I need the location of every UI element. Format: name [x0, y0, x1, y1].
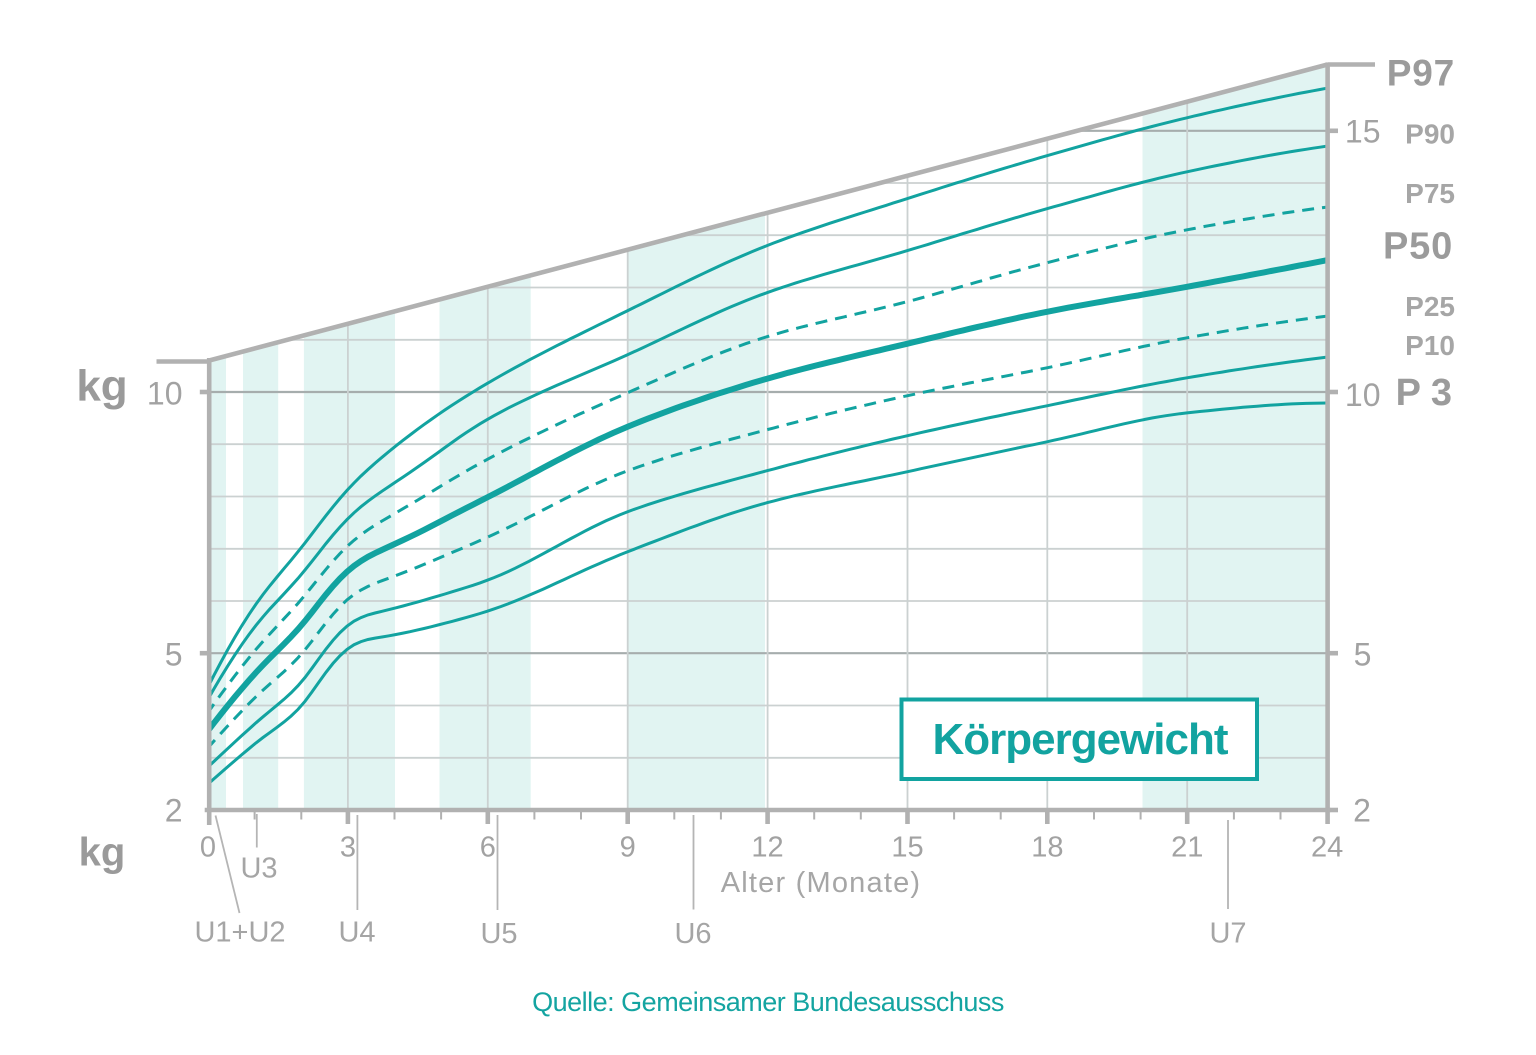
svg-text:P25: P25 — [1405, 291, 1455, 322]
svg-text:9: 9 — [620, 832, 636, 864]
svg-text:2: 2 — [165, 793, 183, 829]
svg-text:12: 12 — [751, 832, 783, 864]
svg-text:P75: P75 — [1405, 178, 1455, 209]
svg-text:24: 24 — [1311, 832, 1343, 864]
svg-text:2: 2 — [1353, 793, 1371, 829]
svg-text:Alter (Monate): Alter (Monate) — [721, 867, 922, 899]
svg-text:Körpergewicht: Körpergewicht — [932, 715, 1228, 764]
svg-text:15: 15 — [1345, 114, 1381, 150]
svg-text:10: 10 — [1345, 377, 1381, 413]
svg-text:P 3: P 3 — [1396, 372, 1452, 414]
svg-text:P10: P10 — [1405, 330, 1455, 361]
svg-text:U6: U6 — [674, 918, 711, 950]
svg-text:U4: U4 — [338, 917, 375, 949]
svg-text:10: 10 — [147, 376, 183, 412]
svg-text:U5: U5 — [480, 918, 517, 950]
svg-text:5: 5 — [1354, 637, 1372, 673]
svg-text:18: 18 — [1031, 832, 1063, 864]
svg-text:kg: kg — [76, 362, 127, 411]
svg-text:Quelle: Gemeinsamer Bundesauss: Quelle: Gemeinsamer Bundesausschuss — [532, 987, 1004, 1017]
svg-text:0: 0 — [200, 832, 216, 864]
svg-text:U1+U2: U1+U2 — [194, 917, 285, 949]
svg-text:U7: U7 — [1209, 918, 1246, 950]
svg-text:6: 6 — [480, 832, 496, 864]
svg-text:P90: P90 — [1405, 119, 1455, 150]
svg-text:P50: P50 — [1383, 226, 1453, 268]
svg-text:5: 5 — [165, 637, 183, 673]
svg-text:3: 3 — [340, 832, 356, 864]
svg-text:21: 21 — [1171, 832, 1203, 864]
svg-text:P97: P97 — [1387, 53, 1455, 94]
svg-text:15: 15 — [891, 832, 923, 864]
svg-text:U3: U3 — [240, 853, 277, 885]
svg-text:kg: kg — [79, 831, 126, 875]
